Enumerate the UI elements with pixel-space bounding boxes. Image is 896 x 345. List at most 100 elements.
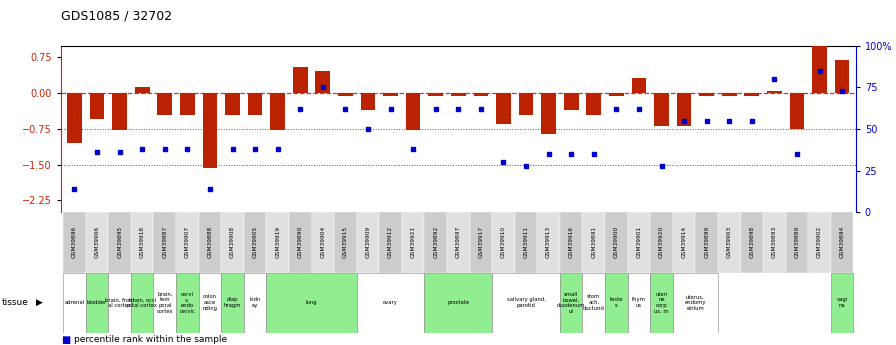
Text: lung: lung <box>306 300 317 305</box>
Text: ovary: ovary <box>383 300 398 305</box>
Bar <box>609 93 624 96</box>
Bar <box>627 273 650 333</box>
Bar <box>289 212 312 273</box>
Bar <box>221 273 244 333</box>
Bar <box>202 93 218 168</box>
Text: cervi
x,
endo
cervic: cervi x, endo cervic <box>179 292 195 314</box>
Bar <box>654 93 668 126</box>
Bar <box>112 93 127 130</box>
Text: brain,
tem
poral
cortex: brain, tem poral cortex <box>157 292 173 314</box>
Bar <box>153 273 177 333</box>
Bar <box>605 212 627 273</box>
Text: salivary gland,
parotid: salivary gland, parotid <box>506 297 546 308</box>
Text: GSM39892: GSM39892 <box>434 226 438 258</box>
Bar <box>338 93 353 96</box>
Bar <box>131 212 153 273</box>
Bar <box>64 212 86 273</box>
Text: GSM39899: GSM39899 <box>704 226 709 258</box>
Text: small
bowel,
duodenum
ui: small bowel, duodenum ui <box>557 292 585 314</box>
Text: GSM39916: GSM39916 <box>569 226 573 258</box>
Bar <box>86 212 108 273</box>
Bar <box>293 67 307 93</box>
Text: ▶: ▶ <box>36 298 43 307</box>
Bar <box>812 45 827 93</box>
Bar <box>225 93 240 115</box>
Bar <box>582 212 605 273</box>
Bar <box>560 273 582 333</box>
Bar <box>831 212 853 273</box>
Text: GSM39894: GSM39894 <box>840 226 845 258</box>
Bar <box>627 212 650 273</box>
Bar <box>221 212 244 273</box>
Bar <box>718 212 740 273</box>
Bar <box>650 212 673 273</box>
Bar <box>402 212 425 273</box>
Bar <box>266 212 289 273</box>
Text: GSM39917: GSM39917 <box>478 226 483 258</box>
Bar <box>650 273 673 333</box>
Bar <box>425 212 447 273</box>
Text: ■: ■ <box>61 335 70 345</box>
Bar <box>632 78 646 93</box>
Text: GSM39890: GSM39890 <box>297 226 303 258</box>
Bar <box>64 273 86 333</box>
Text: GSM39908: GSM39908 <box>230 226 235 258</box>
Text: GSM39907: GSM39907 <box>185 226 190 258</box>
Text: GSM39919: GSM39919 <box>275 226 280 258</box>
Text: GSM39921: GSM39921 <box>410 226 416 258</box>
Bar <box>673 212 695 273</box>
Bar <box>789 93 805 129</box>
Bar <box>135 87 150 93</box>
Text: tissue: tissue <box>2 298 29 307</box>
Text: uteri
ne
corp
us, m: uteri ne corp us, m <box>654 292 668 314</box>
Bar <box>740 212 763 273</box>
Bar <box>451 93 466 96</box>
Text: GSM39898: GSM39898 <box>749 226 754 258</box>
Text: GSM39910: GSM39910 <box>501 226 506 258</box>
Text: GSM39915: GSM39915 <box>343 226 348 258</box>
Bar <box>334 212 357 273</box>
Bar <box>745 93 759 96</box>
Text: GSM39887: GSM39887 <box>162 226 168 258</box>
Text: prostate: prostate <box>447 300 470 305</box>
Bar <box>158 93 172 115</box>
Bar <box>266 273 357 333</box>
Text: GSM39904: GSM39904 <box>321 226 325 258</box>
Bar <box>271 93 285 130</box>
Bar <box>447 212 470 273</box>
Bar <box>763 212 786 273</box>
Text: GSM39897: GSM39897 <box>456 226 461 258</box>
Text: GSM39906: GSM39906 <box>95 226 99 258</box>
Text: GSM39901: GSM39901 <box>636 226 642 258</box>
Text: teste
s: teste s <box>609 297 623 308</box>
Bar <box>180 93 194 115</box>
Bar <box>357 273 425 333</box>
Text: GSM39902: GSM39902 <box>817 226 822 258</box>
Text: GSM39896: GSM39896 <box>72 226 77 258</box>
Bar <box>786 212 808 273</box>
Bar <box>361 93 375 110</box>
Bar <box>67 93 82 143</box>
Bar <box>605 273 627 333</box>
Bar <box>199 212 221 273</box>
Text: GSM39889: GSM39889 <box>795 226 799 258</box>
Bar <box>90 93 105 119</box>
Bar <box>492 212 514 273</box>
Bar <box>383 93 398 96</box>
Bar <box>587 93 601 115</box>
Bar <box>541 93 556 134</box>
Bar <box>564 93 579 110</box>
Bar <box>248 93 263 115</box>
Text: stom
ach,
ductund: stom ach, ductund <box>582 294 605 311</box>
Bar <box>406 93 420 130</box>
Text: vagi
na: vagi na <box>837 297 848 308</box>
Text: bladder: bladder <box>87 300 108 305</box>
Bar <box>244 273 266 333</box>
Text: GSM39903: GSM39903 <box>727 226 732 258</box>
Text: GDS1085 / 32702: GDS1085 / 32702 <box>61 9 172 22</box>
Bar <box>538 212 560 273</box>
Bar <box>831 273 853 333</box>
Text: brain, front
al cortex: brain, front al cortex <box>105 297 134 308</box>
Text: GSM39911: GSM39911 <box>523 226 529 258</box>
Text: GSM39914: GSM39914 <box>682 226 686 258</box>
